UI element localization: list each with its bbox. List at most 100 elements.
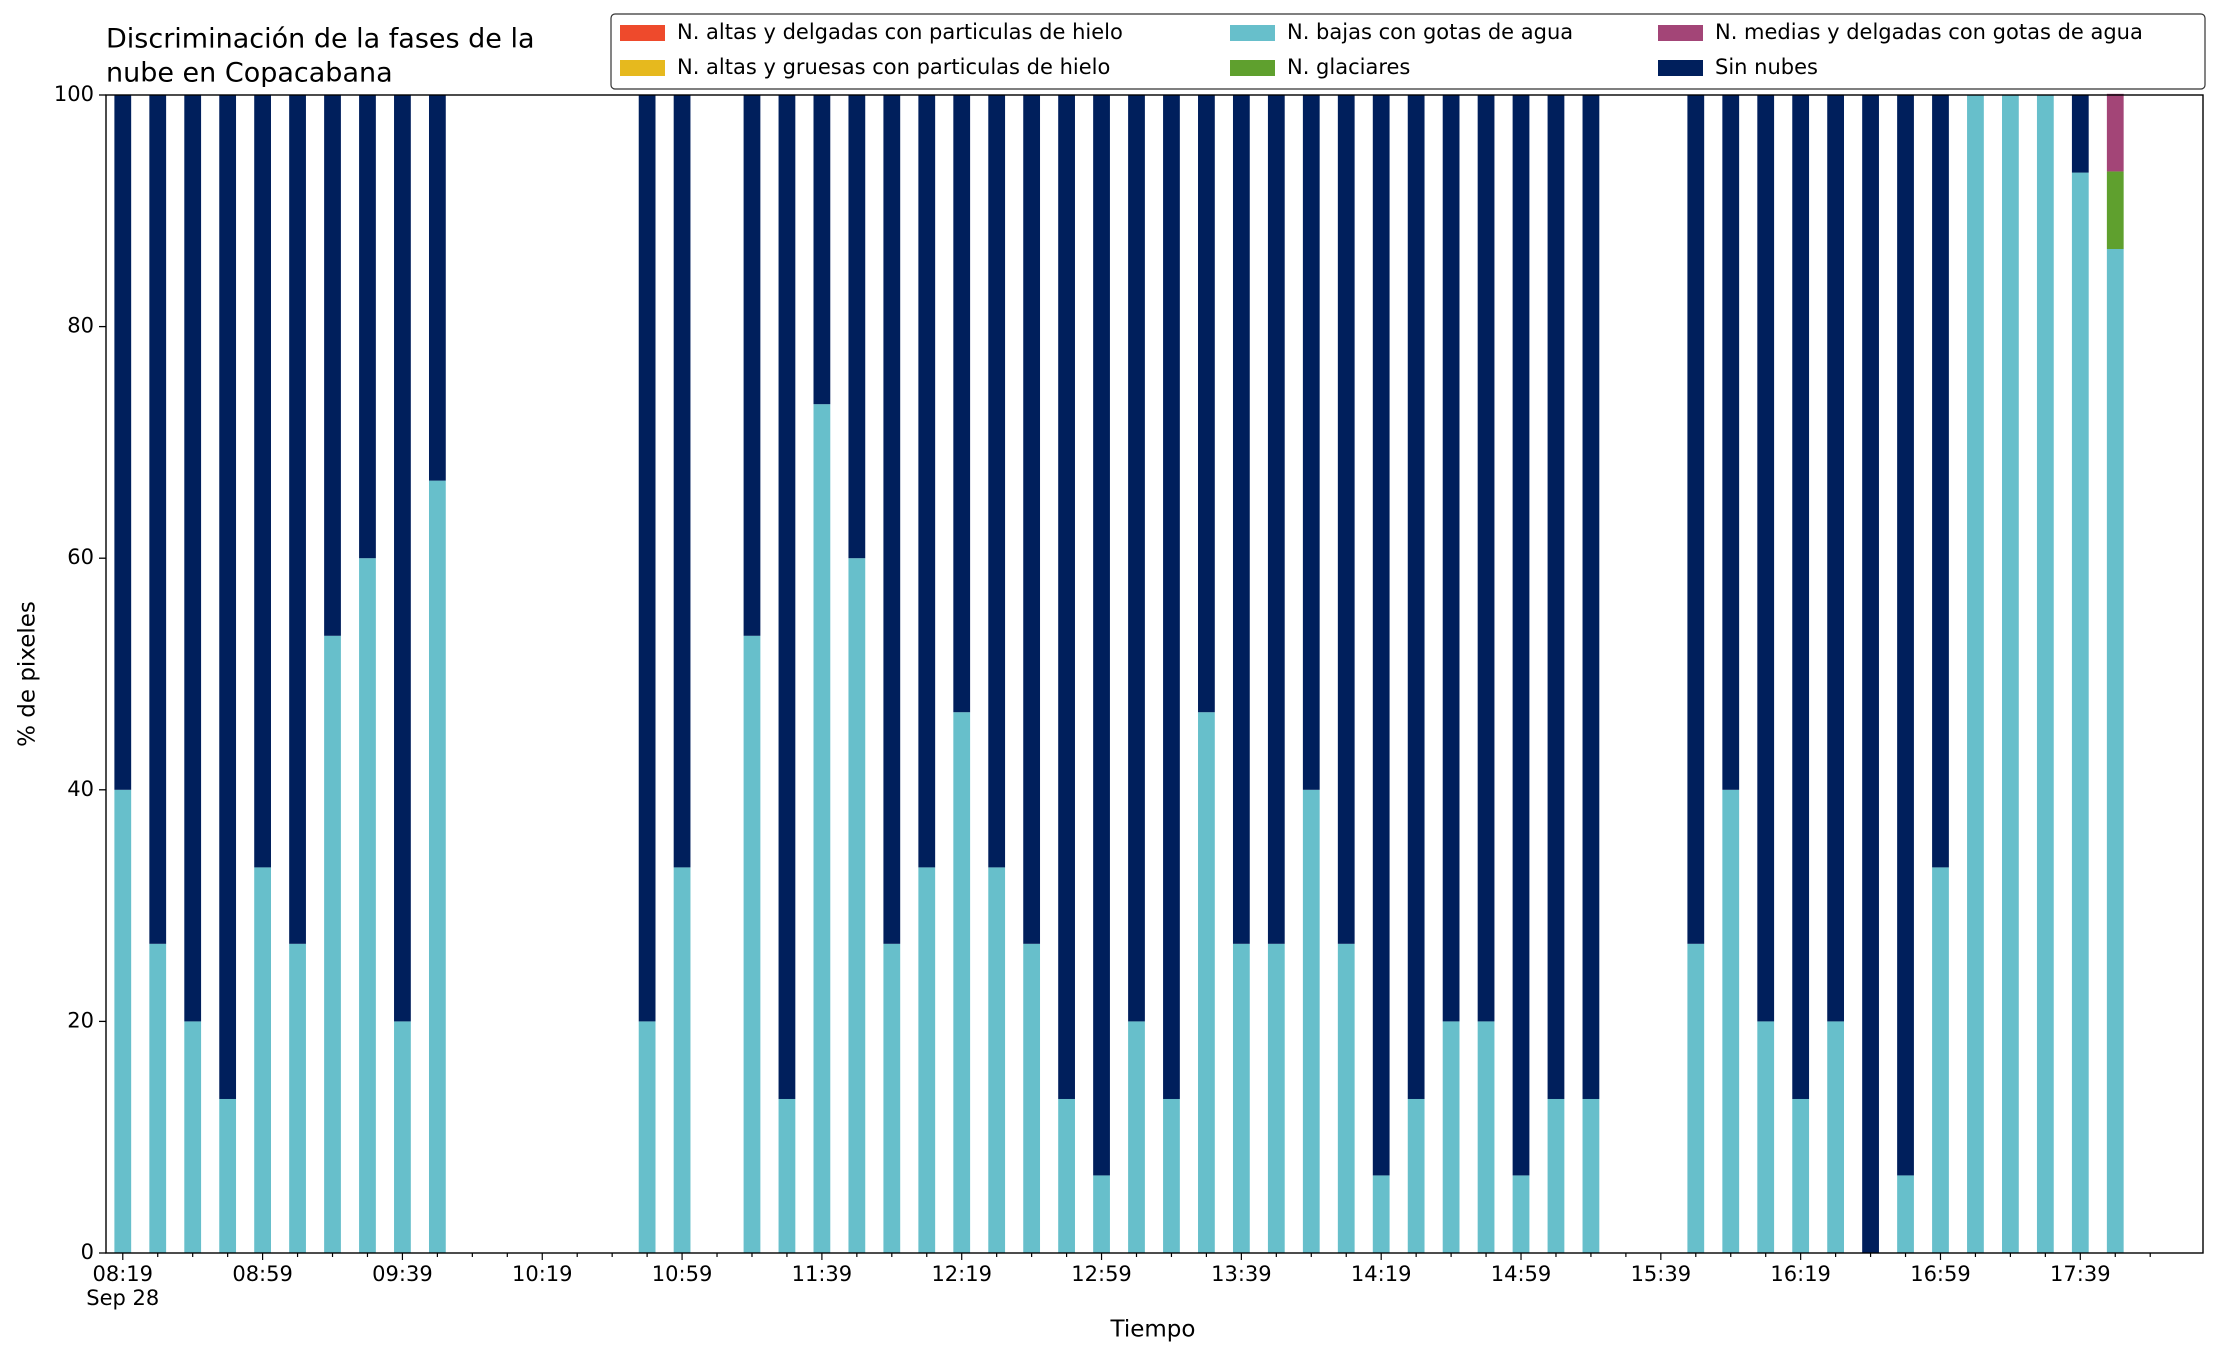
bar-segment <box>1128 95 1145 1022</box>
legend-swatch <box>620 60 665 76</box>
bar-segment <box>1163 95 1180 1099</box>
bar-segment <box>1932 95 1949 868</box>
bar-segment <box>1582 95 1600 1099</box>
bar-segment <box>638 1021 656 1253</box>
bar-segment <box>743 95 761 636</box>
y-tick-label: 20 <box>67 1008 94 1032</box>
bar-segment <box>988 867 1006 1253</box>
bar-segment <box>1442 1021 1460 1253</box>
x-tick-label: 11:39 <box>792 1262 853 1286</box>
plot-frame <box>105 94 2204 1254</box>
x-tick-label: 12:19 <box>931 1262 992 1286</box>
bar-segment <box>1407 95 1425 1099</box>
y-tick-label: 0 <box>81 1240 94 1264</box>
y-axis-label: % de pixeles <box>15 601 41 747</box>
bar-segment <box>1827 95 1845 1022</box>
bar-segment <box>2106 93 2124 172</box>
bar-segment <box>359 558 376 1253</box>
x-tick-label: 10:19 <box>512 1262 573 1286</box>
bar-segment <box>1023 943 1041 1253</box>
bar-segment <box>1547 1098 1565 1253</box>
bar-segment <box>1337 95 1355 944</box>
x-tick-label: 16:59 <box>1910 1262 1971 1286</box>
bar-segment <box>848 95 866 559</box>
bar-segment <box>1687 943 1705 1253</box>
legend-label: N. medias y delgadas con gotas de agua <box>1715 20 2143 44</box>
bar-segment <box>883 943 901 1253</box>
y-tick-label: 40 <box>67 777 94 801</box>
bar-segment <box>184 95 202 1022</box>
bar-segment <box>289 943 306 1253</box>
bar-segment <box>918 95 936 868</box>
bar-segment <box>394 95 411 1022</box>
bar-segment <box>1792 95 1810 1099</box>
bar-segment <box>1512 95 1530 1176</box>
bar-segment <box>813 404 831 1253</box>
bar-segment <box>953 712 971 1253</box>
x-tick-label: 08:19 <box>93 1262 154 1286</box>
bar-segment <box>1372 95 1390 1176</box>
y-tick-label: 100 <box>54 82 94 106</box>
bar-segment <box>1372 1175 1390 1253</box>
bar-segment <box>918 867 936 1253</box>
x-tick-label: 08:59 <box>232 1262 293 1286</box>
bar-segment <box>324 635 341 1253</box>
legend-swatch <box>1230 60 1275 76</box>
legend-label: N. bajas con gotas de agua <box>1287 20 1573 44</box>
bar-segment <box>1128 1021 1145 1253</box>
legend-swatch <box>1658 60 1703 76</box>
bar-segment <box>883 95 901 944</box>
x-tick-label: 16:19 <box>1770 1262 1831 1286</box>
bar-segment <box>2106 171 2124 250</box>
bar-segment <box>743 635 761 1253</box>
bar-segment <box>2071 95 2089 173</box>
bar-segment <box>988 95 1006 868</box>
x-tick-label: 17:39 <box>2050 1262 2111 1286</box>
x-tick-label: 15:39 <box>1631 1262 1692 1286</box>
bar-segment <box>1093 1175 1110 1253</box>
bar-segment <box>1897 95 1914 1176</box>
bar-segment <box>1232 95 1250 944</box>
x-tick-label: 14:19 <box>1351 1262 1412 1286</box>
bar-segment <box>428 480 446 1253</box>
bar-segment <box>638 95 656 1022</box>
bar-segment <box>1442 95 1460 1022</box>
bar-segment <box>2106 249 2124 1253</box>
x-tick-label: 13:39 <box>1211 1262 1272 1286</box>
bar-segment <box>1792 1098 1810 1253</box>
bar-segment <box>673 867 691 1253</box>
bar-segment <box>359 95 376 559</box>
bar-segment <box>2071 172 2089 1254</box>
bar-segment <box>254 95 271 868</box>
bar-segment <box>2002 95 2019 1253</box>
bar-segment <box>1827 1021 1845 1253</box>
legend-swatch <box>620 25 665 41</box>
legend-swatch <box>1230 25 1275 41</box>
bar-segment <box>1932 867 1949 1253</box>
bar-segment <box>1302 95 1320 790</box>
bar-segment <box>1198 712 1215 1253</box>
chart-title: Discriminación de la fases de la <box>106 24 535 55</box>
bar-segment <box>1862 95 1879 1253</box>
bar-segment <box>324 95 341 636</box>
x-date-label: Sep 28 <box>86 1286 159 1310</box>
bar-segment <box>1582 1098 1600 1253</box>
legend-swatch <box>1658 25 1703 41</box>
bar-segment <box>149 943 167 1253</box>
bar-segment <box>1093 95 1110 1176</box>
legend-label: Sin nubes <box>1715 55 1818 79</box>
bar-segment <box>219 1098 237 1253</box>
bar-segment <box>1232 943 1250 1253</box>
bar-segment <box>813 95 831 405</box>
y-tick-label: 80 <box>67 314 94 338</box>
y-tick-label: 60 <box>67 545 94 569</box>
bar-segment <box>848 558 866 1253</box>
legend-label: N. altas y delgadas con particulas de hi… <box>677 20 1123 44</box>
legend-box <box>610 13 2206 90</box>
bar-segment <box>1058 1098 1075 1253</box>
bar-segment <box>1547 95 1565 1099</box>
x-tick-label: 14:59 <box>1491 1262 1552 1286</box>
legend-label: N. altas y gruesas con particulas de hie… <box>677 55 1110 79</box>
bar-segment <box>1687 95 1705 944</box>
